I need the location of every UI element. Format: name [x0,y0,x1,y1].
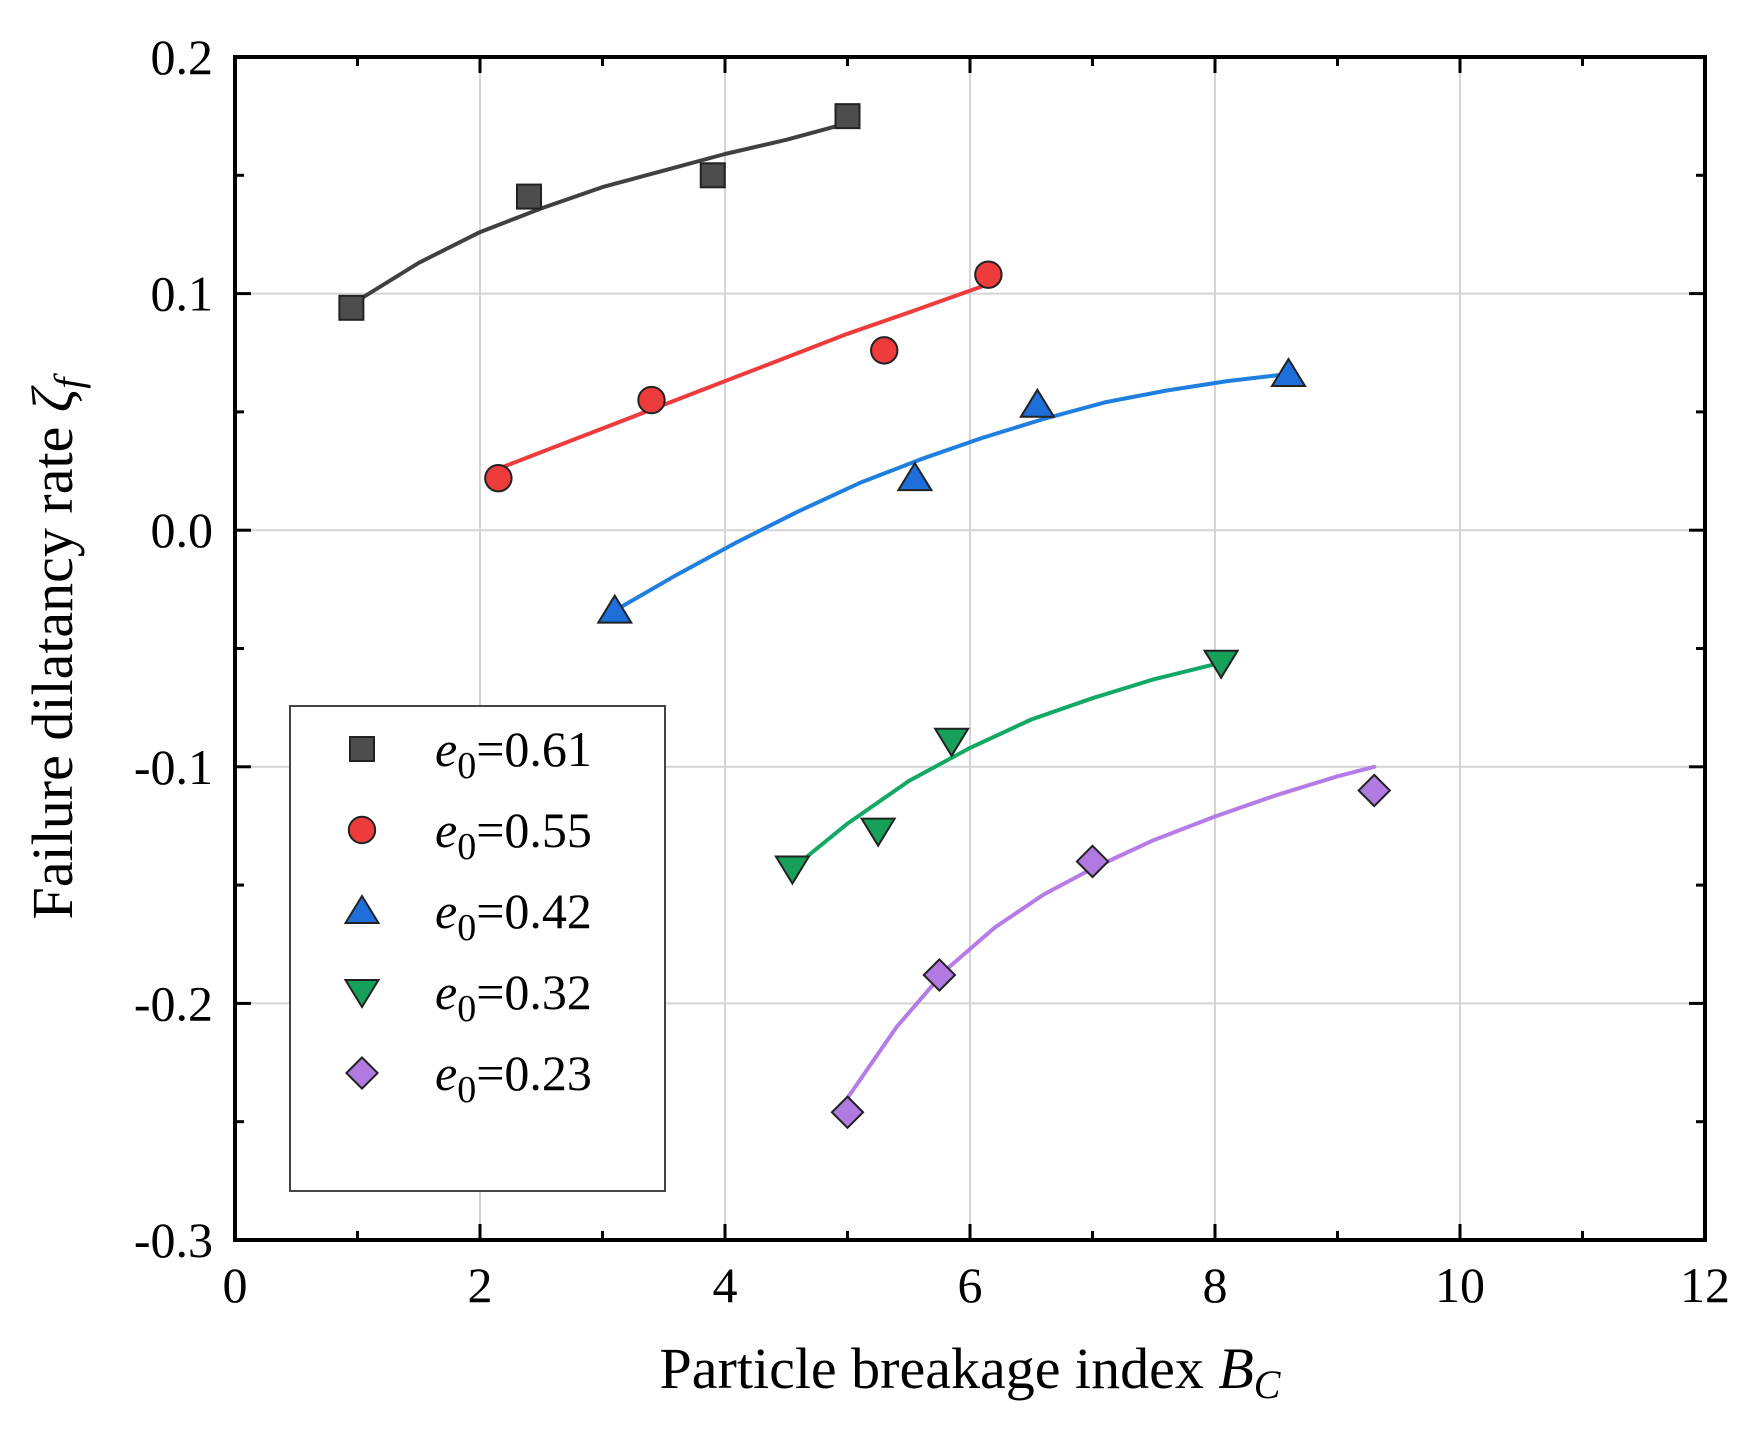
legend-subscript: 0 [457,1069,476,1111]
y-tick-label: -0.2 [134,975,213,1031]
diamond-point [1357,773,1392,808]
legend-label: e0=0.23 [435,1045,592,1111]
x-axis-title-subscript: C [1254,1362,1282,1407]
legend-value: =0.23 [476,1045,592,1101]
legend-circle-icon [347,815,377,845]
legend-entry: e0=0.32 [343,964,592,1030]
circle-point [870,336,899,365]
legend-diamond-icon [344,1055,380,1091]
triangle-down-point [1202,649,1240,680]
legend-symbol: e [435,883,457,939]
triangle-down-point [774,855,811,886]
x-tick-label: 6 [958,1257,983,1313]
y-tick-label: -0.3 [134,1212,213,1268]
legend-label: e0=0.61 [435,721,592,787]
x-tick-label: 2 [468,1257,493,1313]
diamond-point [922,957,957,993]
legend-label: e0=0.55 [435,802,592,868]
square-point [516,183,542,210]
fit-curve-2 [612,372,1291,613]
triangle-up-point [1270,357,1307,388]
legend-entry: e0=0.23 [344,1045,592,1111]
legend-value: =0.55 [476,802,592,858]
legend-entry: e0=0.61 [349,721,592,787]
x-tick-label: 10 [1435,1257,1485,1313]
legend-symbol: e [435,964,457,1020]
triangle-up-point [596,593,634,624]
x-tick-label: 8 [1203,1257,1228,1313]
data-points [338,103,1392,1130]
x-axis-title-text: Particle breakage index [660,1336,1204,1401]
legend-subscript: 0 [457,826,476,868]
y-tick-label: 0.1 [151,266,214,322]
legend-triangle-up-icon [343,894,381,924]
axis-ticks [233,55,1707,1242]
legend-label: e0=0.32 [435,964,592,1030]
fit-curve-1 [496,282,991,471]
legend-box [289,705,666,1192]
x-tick-label: 0 [223,1257,248,1313]
fit-curve-4 [845,764,1377,1100]
legend-symbol: e [435,802,457,858]
legend-subscript: 0 [457,745,476,787]
x-axis-title-symbol: B [1218,1336,1253,1401]
legend-entry: e0=0.55 [347,802,592,868]
y-tick-label: -0.1 [134,739,213,795]
fit-curve-0 [355,121,850,303]
diamond-point [1075,844,1110,879]
legend-subscript: 0 [457,988,476,1030]
square-point [338,294,365,321]
legend-triangle-down-icon [343,979,381,1009]
legend-symbol: e [435,1045,457,1101]
legend-label: e0=0.42 [435,883,592,949]
y-tick-label: 0.0 [151,502,214,558]
legend-value: =0.61 [476,721,592,777]
y-tick-label: 0.2 [151,29,214,85]
y-axis-title-text: Failure dilatancy rate [20,427,85,920]
tick-labels: 0 2 4 6 8 10 12 -0.3 -0.2 -0.1 0.0 0.1 0.2 [134,29,1730,1313]
legend-symbol: e [435,721,457,777]
y-axis-title-symbol: ζ [20,385,85,412]
triangle-up-point [1019,387,1056,418]
x-axis-title: Particle breakage index BC [660,1336,1282,1407]
y-axis-title-subscript: f [46,373,91,389]
circle-point [484,463,513,493]
legend-value: =0.32 [476,964,592,1020]
triangle-up-point [896,461,934,492]
legend-entry: e0=0.42 [343,883,592,949]
legend-square-icon [349,736,375,762]
x-tick-label: 12 [1680,1257,1730,1313]
circle-point [974,260,1003,289]
legend-value: =0.42 [476,883,592,939]
x-tick-label: 4 [713,1257,738,1313]
circle-point [637,385,666,415]
triangle-down-point [859,817,897,848]
square-point [699,162,726,189]
fit-curve-3 [790,660,1224,871]
square-point [834,103,861,130]
diamond-point [830,1095,865,1130]
triangle-down-point [933,727,970,758]
y-axis-title: Failure dilatancy rate ζf [20,373,91,920]
legend-subscript: 0 [457,907,476,949]
